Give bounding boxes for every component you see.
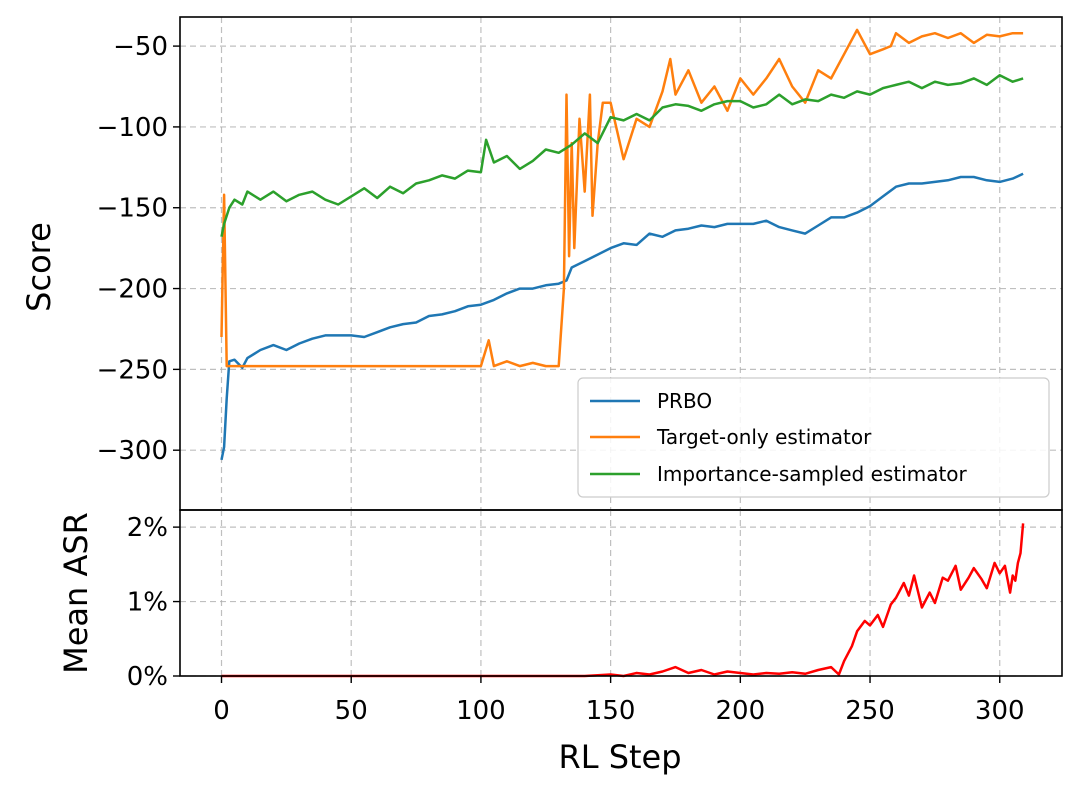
score-y-tick-label: −100 [97, 113, 168, 143]
legend-label-prbo: PRBO [657, 389, 712, 413]
x-axis-label: RL Step [558, 738, 681, 776]
asr-y-tick-label: 0% [127, 662, 168, 692]
legend-label-importance-sampled: Importance-sampled estimator [657, 462, 968, 486]
asr-y-axis-label: Mean ASR [57, 512, 95, 674]
score-y-ticks: −50 −100 −150 −200 −250 −300 [97, 32, 180, 466]
score-y-tick-label: −50 [113, 32, 168, 62]
series-line-mean-asr [221, 523, 1025, 678]
score-series [220, 28, 1024, 461]
x-tick-label: 100 [456, 696, 506, 726]
series-line-target-only [220, 28, 1024, 368]
x-tick-label: 50 [335, 696, 368, 726]
score-y-tick-label: −200 [97, 275, 168, 305]
asr-y-tick-label: 1% [127, 588, 168, 618]
x-tick-label: 250 [845, 696, 895, 726]
legend: PRBO Target-only estimator Importance-sa… [577, 377, 1050, 498]
score-panel: −50 −100 −150 −200 −250 −300 Score PRBO Targe… [20, 16, 1063, 511]
legend-box [577, 377, 1050, 498]
score-y-tick-label: −150 [97, 194, 168, 224]
x-tick-label: 0 [213, 696, 230, 726]
x-tick-label: 200 [716, 696, 766, 726]
legend-label-target-only: Target-only estimator [656, 425, 872, 449]
asr-y-ticks: 0% 1% 2% [127, 513, 180, 692]
series-line-prbo [220, 172, 1024, 461]
x-tick-label: 300 [975, 696, 1025, 726]
score-y-tick-label: −250 [97, 355, 168, 385]
asr-x-ticks: 0 50 100 150 200 250 300 [213, 676, 1025, 726]
x-tick-label: 150 [586, 696, 636, 726]
asr-series [221, 523, 1025, 678]
asr-panel: 0% 1% 2% 0 50 100 150 200 250 300 Mean ASR RL St… [57, 509, 1063, 776]
asr-plot-frame [179, 509, 1063, 677]
asr-y-tick-label: 2% [127, 513, 168, 543]
series-line-importance-sampled [220, 73, 1024, 238]
score-y-axis-label: Score [20, 222, 58, 312]
score-y-tick-label: −300 [97, 436, 168, 466]
